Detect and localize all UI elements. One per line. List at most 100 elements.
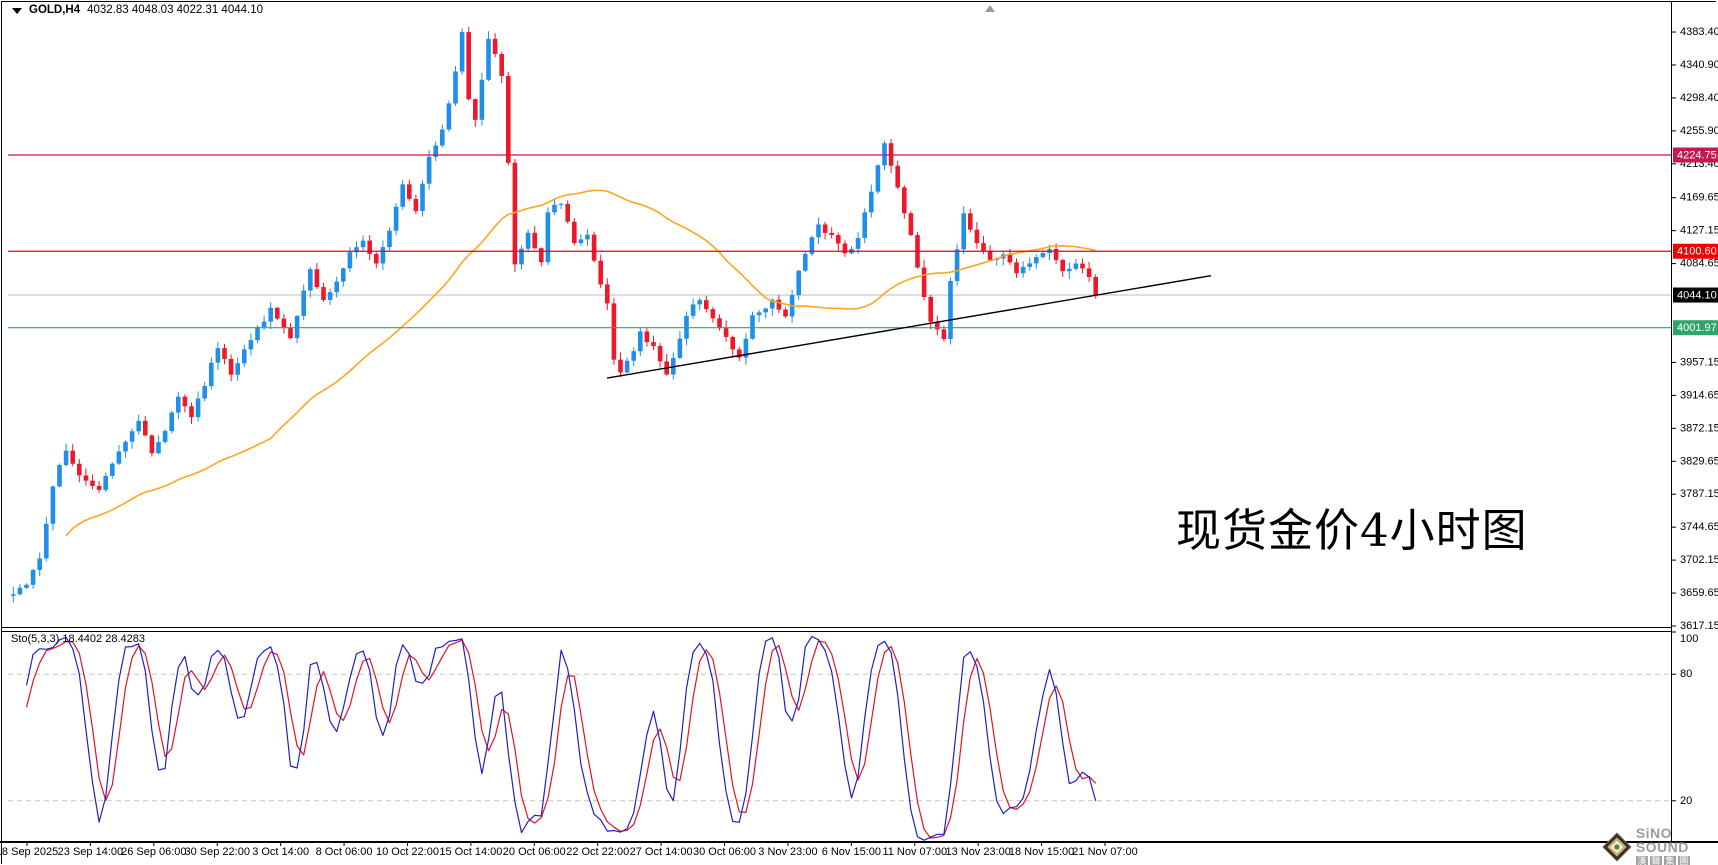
bull-candle [803, 253, 808, 271]
bull-candle [387, 230, 392, 248]
moving-average-line[interactable] [65, 189, 1096, 537]
bear-candle [228, 358, 234, 375]
price-axis-label: 3787.15 [1680, 488, 1718, 500]
price-axis-label: 3702.15 [1680, 554, 1718, 566]
bull-candle [862, 212, 867, 239]
svg-text:4224.75: 4224.75 [1677, 150, 1717, 162]
bull-candle [809, 237, 815, 254]
time-axis-label: 3 Oct 14:00 [252, 846, 309, 858]
bear-candle [598, 260, 603, 285]
bear-candle [710, 309, 716, 319]
bull-candle [624, 360, 630, 373]
price-level-badge: 4001.97 [1673, 320, 1718, 336]
bear-candle [90, 480, 95, 486]
bull-candle [17, 587, 23, 595]
bear-candle [1007, 254, 1013, 263]
time-axis-label: 21 Nov 07:00 [1072, 846, 1137, 858]
bull-candle [1067, 268, 1072, 272]
stochastic-value-k: 18.4402 [62, 633, 103, 645]
bull-candle [961, 213, 966, 250]
bull-candle [525, 232, 531, 249]
price-axis[interactable]: 4383.404340.904298.404255.904213.404169.… [1671, 26, 1718, 632]
bull-candle [453, 71, 458, 104]
chart-shift-marker[interactable] [985, 5, 995, 12]
bull-candle [294, 315, 300, 339]
bear-candle [77, 463, 82, 476]
trendline[interactable] [606, 275, 1212, 379]
bull-candle [268, 307, 273, 322]
bear-candle [466, 32, 471, 100]
bull-candle [116, 451, 122, 464]
bull-candle [393, 206, 399, 231]
bear-candle [83, 475, 89, 481]
stochastic-scale-label: 100 [1680, 633, 1698, 645]
time-axis-label: 23 Sep 14:00 [58, 846, 123, 858]
chart-title: GOLD,H4 4032.83 4048.03 4022.31 4044.10 [12, 4, 263, 16]
bull-candle [110, 463, 115, 476]
bull-candle [334, 281, 339, 293]
bull-candle [638, 331, 643, 352]
bull-candle [195, 398, 201, 418]
bear-candle [981, 243, 986, 251]
bear-candle [512, 162, 518, 265]
bull-candle [209, 362, 214, 387]
time-axis-label: 8 Oct 06:00 [316, 846, 373, 858]
bear-candle [822, 224, 828, 233]
bear-candle [1086, 268, 1092, 277]
bear-candle [737, 349, 742, 358]
stochastic-indicator-label: Sto(5,3,3) 18.4402 28.4283 [11, 633, 145, 645]
bull-candle [433, 145, 438, 157]
bull-candle [44, 523, 49, 559]
bear-candle [182, 396, 188, 407]
time-axis-label: 6 Nov 15:00 [822, 846, 881, 858]
bear-candle [532, 232, 537, 249]
bull-candle [308, 269, 313, 291]
bull-candle [50, 486, 56, 524]
watermark-brand-cn: 漢聲集團 [1635, 856, 1718, 865]
symbol-dropdown-icon[interactable] [12, 7, 22, 14]
bear-candle [618, 359, 623, 373]
svg-text:4044.10: 4044.10 [1677, 290, 1717, 302]
watermark-diamond-icon [1602, 832, 1632, 862]
bear-candle [275, 307, 280, 319]
bear-candle [413, 198, 419, 212]
time-axis-label: 18 Nov 15:00 [1009, 846, 1074, 858]
bull-candle [341, 268, 346, 282]
candlestick-series [11, 26, 1098, 603]
bull-candle [677, 338, 683, 358]
price-level-badge: 4224.75 [1673, 147, 1718, 163]
bear-candle [374, 253, 379, 264]
bull-candle [57, 464, 62, 487]
bear-candle [836, 235, 841, 244]
ohlc-values: 4032.83 4048.03 4022.31 4044.10 [87, 4, 263, 16]
bull-candle [770, 299, 775, 309]
price-axis-label: 3957.15 [1680, 356, 1718, 368]
bear-candle [644, 331, 650, 343]
bull-candle [756, 312, 762, 316]
horizontal-level-lines[interactable] [8, 154, 1671, 329]
bull-candle [123, 441, 128, 452]
bull-candle [486, 38, 491, 80]
bear-candle [783, 309, 788, 317]
svg-text:4001.97: 4001.97 [1677, 322, 1717, 334]
price-axis-label: 4127.15 [1680, 225, 1718, 237]
time-axis-label: 27 Oct 14:00 [630, 846, 693, 858]
symbol-timeframe-label: GOLD,H4 [29, 4, 81, 16]
bull-candle [545, 212, 551, 263]
bear-candle [829, 232, 834, 236]
time-axis-label: 30 Oct 06:00 [693, 846, 756, 858]
bull-candle [1073, 263, 1079, 269]
bull-candle [129, 431, 135, 442]
watermark-cn-char: 集 [1663, 856, 1676, 865]
bull-candle [30, 569, 36, 585]
bear-candle [367, 240, 372, 254]
bear-candle [941, 329, 947, 340]
stochastic-panel[interactable]: 100 80 20 [8, 631, 1698, 841]
bear-candle [611, 303, 617, 360]
bear-candle [70, 450, 75, 464]
price-axis-label: 3744.65 [1680, 521, 1718, 533]
bull-candle [459, 32, 465, 72]
bull-candle [426, 156, 432, 184]
